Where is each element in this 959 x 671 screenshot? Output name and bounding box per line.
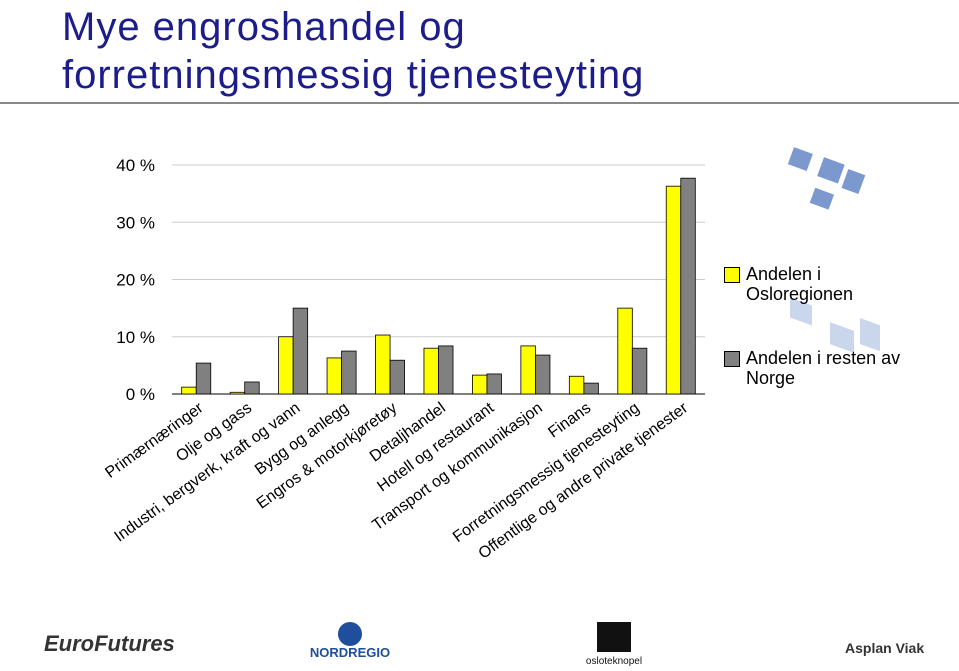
title: Mye engroshandel og bbox=[62, 5, 466, 49]
bar bbox=[389, 359, 405, 395]
footer: EuroFutures NORDREGIO osloteknopel Aspla… bbox=[44, 622, 924, 667]
logo: Asplan Viak bbox=[845, 640, 924, 656]
y-tick-label: 10 % bbox=[116, 328, 155, 347]
bar bbox=[568, 375, 585, 395]
y-tick-label: 30 % bbox=[116, 213, 155, 232]
logo: osloteknopel bbox=[586, 656, 642, 667]
bar bbox=[195, 362, 212, 395]
legend-label: Andelen i Osloregionen bbox=[746, 264, 854, 304]
logo: NORDREGIO bbox=[310, 645, 390, 660]
bar bbox=[535, 354, 551, 395]
legend-item: Andelen i Osloregionen bbox=[724, 264, 904, 304]
bar bbox=[665, 185, 682, 395]
bar bbox=[244, 381, 260, 395]
bar bbox=[617, 307, 633, 395]
legend-swatch bbox=[724, 267, 740, 283]
logo-icon bbox=[597, 622, 631, 652]
bar bbox=[181, 386, 197, 395]
bar bbox=[375, 334, 391, 395]
logo: EuroFutures bbox=[44, 631, 175, 656]
legend-swatch bbox=[724, 351, 740, 367]
y-tick-label: 20 % bbox=[116, 271, 155, 290]
title: forretningsmessig tjenesteyting bbox=[62, 53, 645, 97]
x-tick-label: Industri, bergverk, kraft og vann bbox=[111, 399, 303, 545]
bar bbox=[472, 374, 488, 395]
bar bbox=[229, 391, 246, 395]
decor bbox=[787, 147, 880, 353]
bar bbox=[423, 347, 439, 395]
legend-item: Andelen i resten av Norge bbox=[724, 348, 904, 388]
bar bbox=[341, 350, 357, 395]
bar bbox=[631, 347, 648, 395]
bar bbox=[438, 345, 454, 395]
bar bbox=[486, 373, 502, 395]
bar bbox=[680, 177, 696, 395]
legend-label: Andelen i resten av Norge bbox=[746, 348, 901, 388]
bar bbox=[326, 357, 342, 395]
y-tick-label: 40 % bbox=[116, 156, 155, 175]
bar bbox=[520, 345, 536, 395]
logo-icon bbox=[338, 622, 362, 646]
bar bbox=[278, 336, 294, 395]
y-tick-label: 0 % bbox=[126, 385, 155, 404]
bar bbox=[583, 382, 599, 395]
bar bbox=[292, 307, 309, 395]
